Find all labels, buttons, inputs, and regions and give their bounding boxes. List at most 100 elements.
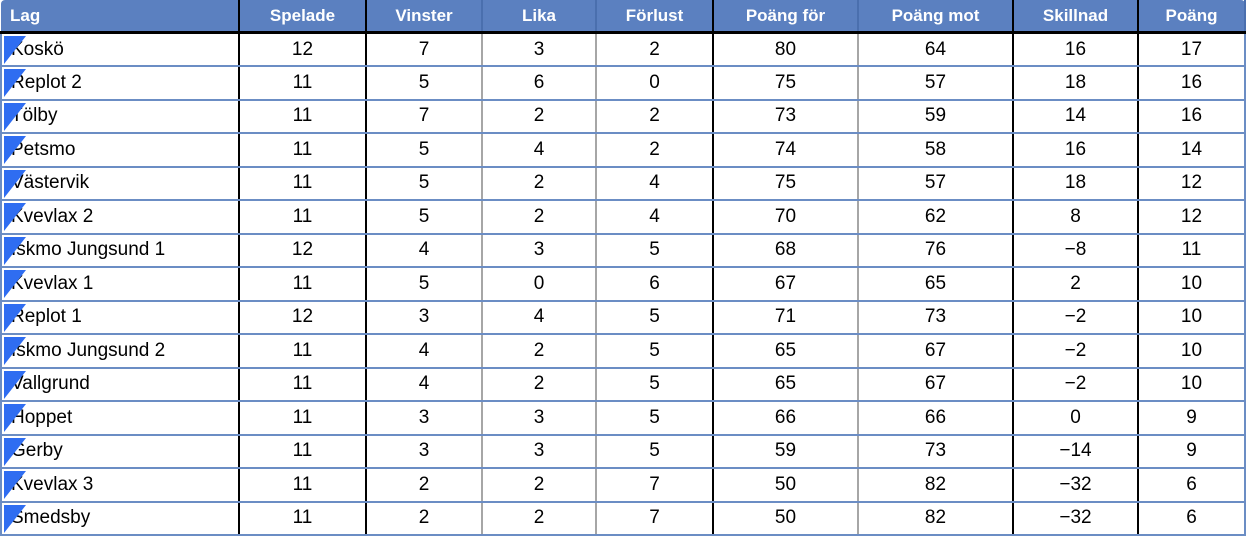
- cell-forlust[interactable]: 5: [595, 334, 713, 369]
- table-row[interactable]: Kvevlax 2 11 5 2 4 70 62 8 12: [0, 200, 1246, 235]
- cell-poang-for[interactable]: 50: [712, 468, 858, 503]
- cell-poang-mot[interactable]: 82: [857, 468, 1013, 503]
- cell-poang[interactable]: 10: [1137, 300, 1246, 335]
- cell-forlust[interactable]: 5: [595, 367, 713, 402]
- cell-poang-mot[interactable]: 73: [857, 434, 1013, 469]
- column-header-skillnad[interactable]: Skillnad: [1012, 0, 1138, 34]
- cell-spelade[interactable]: 11: [238, 99, 366, 134]
- cell-poang-for[interactable]: 50: [712, 501, 858, 536]
- cell-forlust[interactable]: 5: [595, 300, 713, 335]
- cell-lika[interactable]: 3: [481, 32, 596, 67]
- cell-poang-mot[interactable]: 58: [857, 133, 1013, 168]
- cell-spelade[interactable]: 12: [238, 32, 366, 67]
- cell-poang[interactable]: 10: [1137, 367, 1246, 402]
- cell-skillnad[interactable]: −2: [1012, 300, 1138, 335]
- cell-spelade[interactable]: 12: [238, 233, 366, 268]
- cell-lag[interactable]: Tölby: [0, 99, 239, 134]
- cell-lag[interactable]: Iskmo Jungsund 2: [0, 334, 239, 369]
- cell-lag[interactable]: Hoppet: [0, 401, 239, 436]
- cell-vinster[interactable]: 7: [365, 99, 482, 134]
- cell-skillnad[interactable]: −14: [1012, 434, 1138, 469]
- cell-poang-mot[interactable]: 76: [857, 233, 1013, 268]
- cell-poang-mot[interactable]: 64: [857, 32, 1013, 67]
- cell-skillnad[interactable]: 18: [1012, 166, 1138, 201]
- cell-vinster[interactable]: 5: [365, 166, 482, 201]
- cell-poang-for[interactable]: 66: [712, 401, 858, 436]
- cell-vinster[interactable]: 5: [365, 267, 482, 302]
- cell-spelade[interactable]: 11: [238, 434, 366, 469]
- cell-vinster[interactable]: 3: [365, 300, 482, 335]
- cell-forlust[interactable]: 4: [595, 166, 713, 201]
- cell-skillnad[interactable]: −2: [1012, 367, 1138, 402]
- cell-lika[interactable]: 4: [481, 300, 596, 335]
- table-row[interactable]: Petsmo 11 5 4 2 74 58 16 14: [0, 133, 1246, 168]
- cell-skillnad[interactable]: 18: [1012, 66, 1138, 101]
- cell-skillnad[interactable]: −2: [1012, 334, 1138, 369]
- cell-lag[interactable]: Smedsby: [0, 501, 239, 536]
- cell-poang[interactable]: 14: [1137, 133, 1246, 168]
- cell-spelade[interactable]: 11: [238, 133, 366, 168]
- cell-lika[interactable]: 2: [481, 200, 596, 235]
- cell-lika[interactable]: 2: [481, 166, 596, 201]
- cell-vinster[interactable]: 4: [365, 367, 482, 402]
- cell-poang[interactable]: 17: [1137, 32, 1246, 67]
- cell-vinster[interactable]: 7: [365, 32, 482, 67]
- cell-skillnad[interactable]: −32: [1012, 501, 1138, 536]
- cell-poang[interactable]: 10: [1137, 334, 1246, 369]
- cell-skillnad[interactable]: 8: [1012, 200, 1138, 235]
- cell-lika[interactable]: 3: [481, 434, 596, 469]
- cell-poang-mot[interactable]: 57: [857, 66, 1013, 101]
- table-row[interactable]: Smedsby 11 2 2 7 50 82 −32 6: [0, 501, 1246, 536]
- column-header-lika[interactable]: Lika: [481, 0, 596, 34]
- cell-poang-mot[interactable]: 67: [857, 367, 1013, 402]
- cell-forlust[interactable]: 0: [595, 66, 713, 101]
- cell-lag[interactable]: Petsmo: [0, 133, 239, 168]
- cell-poang[interactable]: 9: [1137, 434, 1246, 469]
- cell-lika[interactable]: 2: [481, 367, 596, 402]
- table-row[interactable]: Iskmo Jungsund 2 11 4 2 5 65 67 −2 10: [0, 334, 1246, 369]
- table-row[interactable]: Iskmo Jungsund 1 12 4 3 5 68 76 −8 11: [0, 233, 1246, 268]
- cell-poang[interactable]: 12: [1137, 166, 1246, 201]
- cell-poang[interactable]: 6: [1137, 501, 1246, 536]
- cell-forlust[interactable]: 5: [595, 233, 713, 268]
- cell-lika[interactable]: 2: [481, 99, 596, 134]
- cell-forlust[interactable]: 7: [595, 468, 713, 503]
- cell-forlust[interactable]: 6: [595, 267, 713, 302]
- cell-poang-for[interactable]: 68: [712, 233, 858, 268]
- cell-poang[interactable]: 6: [1137, 468, 1246, 503]
- cell-poang-for[interactable]: 59: [712, 434, 858, 469]
- column-header-spelade[interactable]: Spelade: [238, 0, 366, 34]
- cell-poang-mot[interactable]: 59: [857, 99, 1013, 134]
- cell-skillnad[interactable]: 2: [1012, 267, 1138, 302]
- cell-skillnad[interactable]: −32: [1012, 468, 1138, 503]
- cell-poang-for[interactable]: 80: [712, 32, 858, 67]
- cell-poang-mot[interactable]: 66: [857, 401, 1013, 436]
- cell-spelade[interactable]: 11: [238, 66, 366, 101]
- cell-skillnad[interactable]: 14: [1012, 99, 1138, 134]
- column-header-poang[interactable]: Poäng: [1137, 0, 1246, 34]
- cell-spelade[interactable]: 12: [238, 300, 366, 335]
- cell-vinster[interactable]: 3: [365, 434, 482, 469]
- table-row[interactable]: Vallgrund 11 4 2 5 65 67 −2 10: [0, 367, 1246, 402]
- column-header-poang-mot[interactable]: Poäng mot: [857, 0, 1013, 34]
- table-row[interactable]: Västervik 11 5 2 4 75 57 18 12: [0, 166, 1246, 201]
- table-row[interactable]: Kvevlax 1 11 5 0 6 67 65 2 10: [0, 267, 1246, 302]
- cell-poang[interactable]: 11: [1137, 233, 1246, 268]
- cell-vinster[interactable]: 4: [365, 233, 482, 268]
- cell-spelade[interactable]: 11: [238, 501, 366, 536]
- cell-lag[interactable]: Replot 1: [0, 300, 239, 335]
- cell-poang[interactable]: 12: [1137, 200, 1246, 235]
- cell-lag[interactable]: Replot 2: [0, 66, 239, 101]
- cell-forlust[interactable]: 2: [595, 133, 713, 168]
- cell-forlust[interactable]: 5: [595, 401, 713, 436]
- cell-vinster[interactable]: 5: [365, 66, 482, 101]
- cell-spelade[interactable]: 11: [238, 166, 366, 201]
- cell-poang-mot[interactable]: 65: [857, 267, 1013, 302]
- cell-poang-for[interactable]: 70: [712, 200, 858, 235]
- cell-forlust[interactable]: 7: [595, 501, 713, 536]
- cell-vinster[interactable]: 2: [365, 468, 482, 503]
- cell-poang-for[interactable]: 75: [712, 66, 858, 101]
- cell-skillnad[interactable]: 0: [1012, 401, 1138, 436]
- cell-spelade[interactable]: 11: [238, 267, 366, 302]
- table-row[interactable]: Hoppet 11 3 3 5 66 66 0 9: [0, 401, 1246, 436]
